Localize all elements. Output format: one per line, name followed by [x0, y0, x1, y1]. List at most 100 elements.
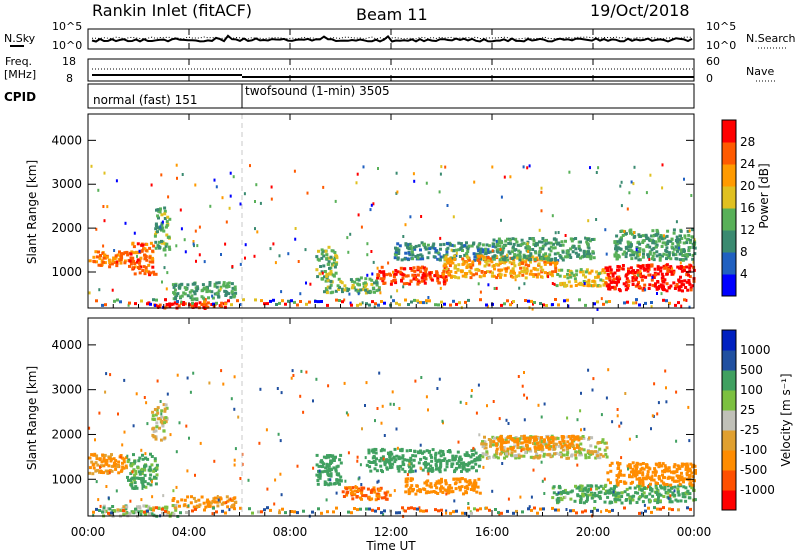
- scatter-cell: [409, 247, 413, 251]
- scatter-cell: [119, 455, 122, 459]
- scatter-cell: [398, 407, 401, 410]
- scatter-cell: [217, 498, 220, 502]
- scatter-cell: [134, 472, 138, 476]
- scatter-cell: [650, 238, 654, 242]
- scatter-cell: [522, 270, 526, 274]
- scatter-cell: [346, 236, 349, 240]
- scatter-cell: [362, 486, 366, 490]
- scatter-cell: [639, 484, 643, 488]
- scatter-cell: [620, 495, 624, 498]
- scatter-cell: [120, 254, 123, 258]
- scatter-cell: [665, 246, 669, 250]
- colorbar-swatch: [722, 186, 736, 209]
- scatter-cell: [593, 283, 597, 287]
- scatter-cell: [133, 459, 137, 463]
- scatter-cell: [680, 279, 684, 283]
- scatter-cell: [140, 472, 144, 475]
- scatter-cell: [140, 498, 143, 502]
- scatter-cell: [661, 473, 664, 477]
- scatter-cell: [390, 280, 394, 284]
- scatter-cell: [162, 229, 166, 233]
- scatter-cell: [677, 484, 681, 488]
- scatter-cell: [490, 260, 494, 264]
- scatter-cell: [109, 459, 113, 463]
- scatter-cell: [459, 461, 463, 465]
- scatter-cell: [682, 266, 686, 269]
- scatter-cell: [688, 439, 691, 443]
- scatter-cell: [155, 425, 159, 429]
- scatter-cell: [574, 453, 578, 457]
- scatter-cell: [620, 236, 623, 240]
- scatter-cell: [180, 282, 184, 286]
- scatter-cell: [156, 208, 160, 212]
- scatter-cell: [547, 275, 550, 279]
- scatter-cell: [536, 268, 540, 272]
- scatter-cell: [438, 470, 442, 474]
- scatter-cell: [108, 265, 112, 269]
- scatter-cell: [98, 288, 101, 292]
- scatter-cell: [579, 436, 583, 440]
- scatter-cell: [339, 475, 343, 479]
- scatter-cell: [525, 436, 529, 440]
- scatter-cell: [477, 254, 481, 258]
- scatter-cell: [125, 512, 129, 516]
- scatter-cell: [441, 274, 445, 278]
- scatter-cell: [449, 243, 452, 247]
- scatter-cell: [401, 467, 405, 471]
- scatter-cell: [98, 411, 101, 415]
- scatter-cell: [661, 186, 664, 190]
- scatter-cell: [653, 382, 656, 386]
- scatter-cell: [685, 241, 689, 245]
- scatter-cell: [408, 465, 411, 469]
- scatter-cell: [583, 427, 586, 431]
- scatter-cell: [150, 512, 154, 516]
- scatter-cell: [393, 447, 397, 451]
- scatter-cell: [185, 424, 188, 428]
- scatter-cell: [503, 456, 506, 460]
- scatter-cell: [420, 215, 423, 218]
- scatter-cell: [320, 248, 324, 252]
- scatter-cell: [543, 477, 546, 481]
- scatter-cell: [478, 260, 482, 264]
- scatter-cell: [198, 253, 201, 257]
- power-colorbar-label: Power [dB]: [757, 163, 771, 228]
- scatter-cell: [451, 261, 455, 265]
- scatter-cell: [503, 441, 507, 445]
- scatter-cell: [192, 505, 196, 509]
- scatter-cell: [652, 478, 656, 482]
- scatter-cell: [538, 246, 542, 250]
- scatter-cell: [527, 264, 531, 268]
- scatter-cell: [370, 282, 374, 286]
- scatter-cell: [584, 493, 588, 497]
- scatter-cell: [416, 282, 420, 286]
- scatter-cell: [586, 284, 590, 288]
- scatter-cell: [486, 251, 490, 254]
- scatter-cell: [389, 282, 393, 286]
- scatter-cell: [231, 286, 235, 290]
- scatter-cell: [226, 282, 230, 286]
- scatter-cell: [101, 260, 105, 264]
- scatter-cell: [688, 269, 692, 273]
- scatter-cell: [159, 225, 162, 229]
- scatter-cell: [584, 270, 588, 274]
- scatter-cell: [151, 410, 155, 414]
- scatter-cell: [208, 281, 212, 284]
- scatter-cell: [666, 267, 670, 271]
- scatter-cell: [114, 254, 118, 258]
- scatter-cell: [394, 458, 398, 462]
- scatter-cell: [334, 469, 338, 473]
- scatter-cell: [382, 513, 385, 516]
- scatter-cell: [484, 260, 488, 263]
- scatter-cell: [387, 460, 391, 464]
- scatter-cell: [615, 257, 619, 261]
- scatter-cell: [209, 204, 212, 208]
- scatter-cell: [681, 258, 685, 262]
- scatter-cell: [520, 261, 524, 265]
- scatter-cell: [327, 478, 331, 482]
- scatter-cell: [651, 275, 654, 279]
- scatter-cell: [646, 473, 650, 477]
- velocity-scatter: [88, 368, 697, 518]
- scatter-cell: [429, 464, 433, 468]
- scatter-cell: [667, 251, 671, 255]
- scatter-cell: [554, 238, 558, 242]
